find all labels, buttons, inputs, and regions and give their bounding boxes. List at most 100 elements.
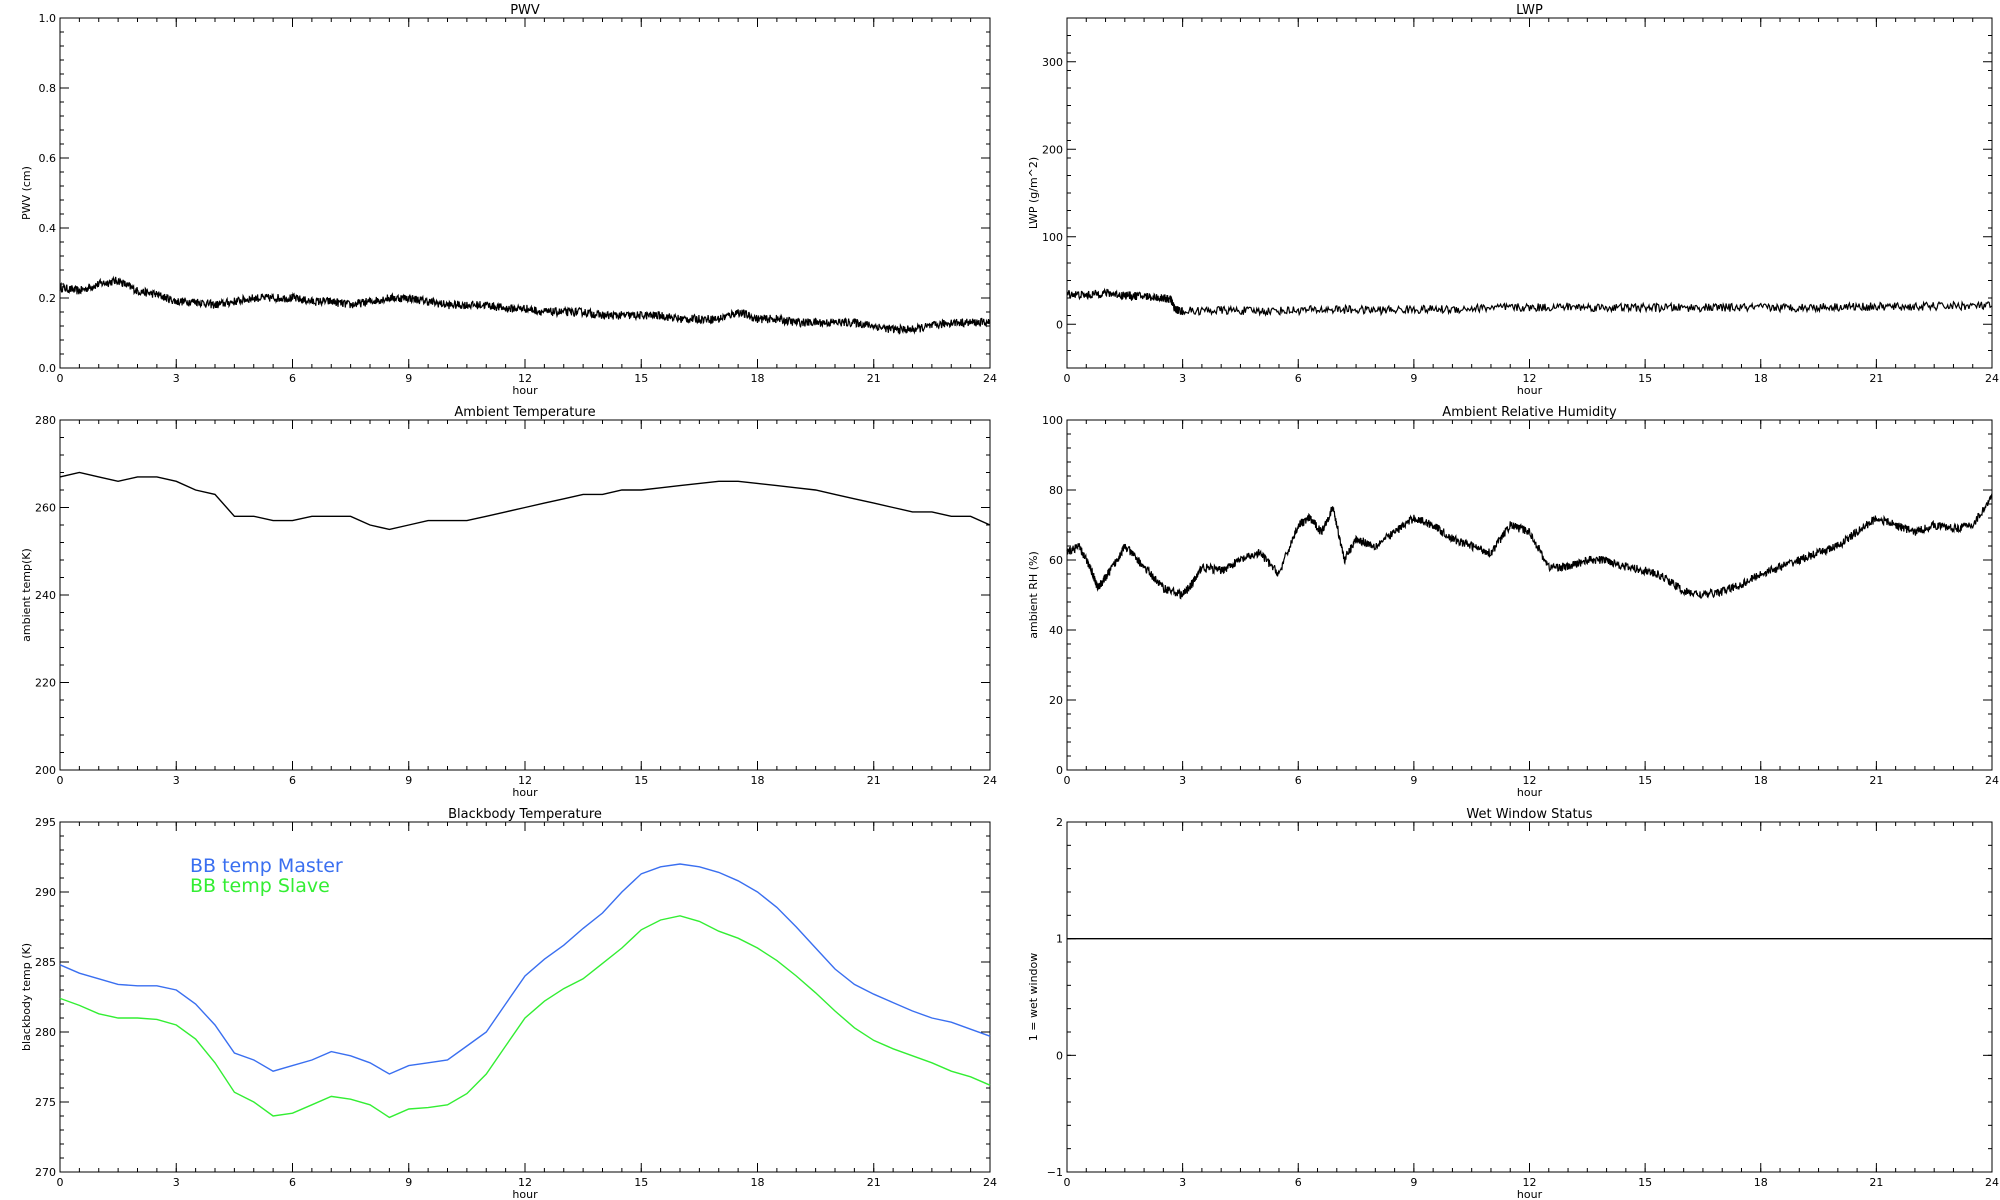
y-tick-label: 60 <box>1049 554 1063 567</box>
x-tick-label: 12 <box>518 372 532 385</box>
x-tick-label: 9 <box>405 1176 412 1189</box>
y-axis-label: ambient RH (%) <box>1027 551 1040 639</box>
x-tick-label: 3 <box>1179 774 1186 787</box>
y-tick-label: 200 <box>35 764 56 777</box>
plot-frame <box>1066 419 1993 771</box>
x-tick-label: 0 <box>1064 774 1071 787</box>
x-tick-label: 3 <box>173 372 180 385</box>
x-tick-label: 24 <box>983 372 997 385</box>
y-axis-label: PWV (cm) <box>20 166 33 220</box>
x-axis-label: hour <box>512 786 538 799</box>
y-tick-label: 0 <box>1056 764 1063 777</box>
x-axis-label: hour <box>1517 1188 1543 1200</box>
x-tick-label: 12 <box>518 1176 532 1189</box>
y-tick-label: 295 <box>35 816 56 829</box>
y-tick-label: 100 <box>1042 414 1063 427</box>
x-tick-label: 3 <box>1179 1176 1186 1189</box>
plot-frame <box>1066 821 1993 1173</box>
x-tick-label: 21 <box>1869 372 1883 385</box>
plot-frame <box>59 17 991 369</box>
y-tick-label: 285 <box>35 956 56 969</box>
x-tick-label: 12 <box>518 774 532 787</box>
panel-bbtemp: 0 3 6 9 12 15 18 21 24 270 275 280 285 290 295 Blackbod… <box>20 807 997 1200</box>
x-tick-label: 21 <box>867 1176 881 1189</box>
x-tick-label: 3 <box>1179 372 1186 385</box>
x-tick-label: 24 <box>983 774 997 787</box>
x-tick-label: 21 <box>1869 1176 1883 1189</box>
y-tick-label: 200 <box>1042 143 1063 156</box>
legend-entry: BB temp Slave <box>190 875 330 897</box>
y-tick-label: 1 <box>1056 933 1063 946</box>
x-tick-label: 0 <box>1064 1176 1071 1189</box>
x-tick-label: 21 <box>867 372 881 385</box>
x-tick-label: 6 <box>1295 372 1302 385</box>
x-axis-label: hour <box>1517 384 1543 397</box>
x-axis-label: hour <box>512 1188 538 1200</box>
x-tick-label: 21 <box>1869 774 1883 787</box>
x-tick-label: 18 <box>751 372 765 385</box>
x-tick-label: 9 <box>1410 1176 1417 1189</box>
x-tick-label: 21 <box>867 774 881 787</box>
y-tick-label: 0 <box>1056 1049 1063 1062</box>
series-line <box>59 471 991 531</box>
y-tick-label: 40 <box>1049 624 1063 637</box>
x-tick-label: 6 <box>289 372 296 385</box>
y-tick-label: 0.0 <box>39 362 57 375</box>
x-tick-label: 24 <box>1985 372 1999 385</box>
x-tick-label: 0 <box>57 1176 64 1189</box>
y-tick-label: 280 <box>35 414 56 427</box>
x-tick-label: 24 <box>1985 774 1999 787</box>
y-tick-label: 290 <box>35 886 56 899</box>
x-tick-label: 9 <box>405 372 412 385</box>
chart-title: Ambient Temperature <box>454 405 595 420</box>
y-tick-label: 0.8 <box>39 82 57 95</box>
y-tick-label: 1.0 <box>39 12 57 25</box>
x-tick-label: 9 <box>1410 372 1417 385</box>
x-tick-label: 15 <box>1638 1176 1652 1189</box>
y-tick-label: 270 <box>35 1166 56 1179</box>
x-tick-label: 18 <box>1754 372 1768 385</box>
y-tick-label: 275 <box>35 1096 56 1109</box>
x-tick-label: 18 <box>751 1176 765 1189</box>
y-tick-label: −1 <box>1047 1166 1063 1179</box>
x-tick-label: 12 <box>1523 774 1537 787</box>
series-bb-temp-slave <box>59 915 991 1119</box>
y-tick-label: 80 <box>1049 484 1063 497</box>
y-tick-label: 240 <box>35 589 56 602</box>
x-axis-label: hour <box>1517 786 1543 799</box>
x-tick-label: 0 <box>1064 372 1071 385</box>
y-tick-label: 280 <box>35 1026 56 1039</box>
chart-title: LWP <box>1516 3 1543 18</box>
chart-title: Blackbody Temperature <box>448 807 602 822</box>
y-axis-label: LWP (g/m^2) <box>1027 157 1040 229</box>
y-axis-label: blackbody temp (K) <box>20 943 33 1051</box>
y-tick-label: 220 <box>35 677 56 690</box>
y-tick-label: 0.4 <box>39 222 57 235</box>
x-tick-label: 6 <box>289 1176 296 1189</box>
panel-lwp: 0 3 6 9 12 15 18 21 24 0 100 200 300 LWP hour LWP (g/m^… <box>1027 3 1999 397</box>
y-tick-label: 0.2 <box>39 292 57 305</box>
y-tick-label: 0 <box>1056 318 1063 331</box>
x-tick-label: 15 <box>1638 774 1652 787</box>
chart-title: Wet Window Status <box>1466 807 1592 822</box>
x-tick-label: 12 <box>1523 372 1537 385</box>
y-tick-label: 20 <box>1049 694 1063 707</box>
x-axis-label: hour <box>512 384 538 397</box>
panel-ambtemp: 0 3 6 9 12 15 18 21 24 200 220 240 260 280 Ambient Tem… <box>20 405 997 799</box>
chart-title: PWV <box>510 3 540 18</box>
chart-title: Ambient Relative Humidity <box>1442 405 1617 420</box>
x-tick-label: 0 <box>57 774 64 787</box>
x-tick-label: 15 <box>634 1176 648 1189</box>
x-tick-label: 12 <box>1523 1176 1537 1189</box>
x-tick-label: 24 <box>983 1176 997 1189</box>
y-axis-label: ambient temp(K) <box>20 548 33 642</box>
x-tick-label: 9 <box>405 774 412 787</box>
x-tick-label: 3 <box>173 774 180 787</box>
y-tick-label: 2 <box>1056 816 1063 829</box>
y-axis-label: 1 = wet window <box>1027 953 1040 1042</box>
y-tick-label: 100 <box>1042 231 1063 244</box>
x-tick-label: 6 <box>289 774 296 787</box>
x-tick-label: 15 <box>1638 372 1652 385</box>
